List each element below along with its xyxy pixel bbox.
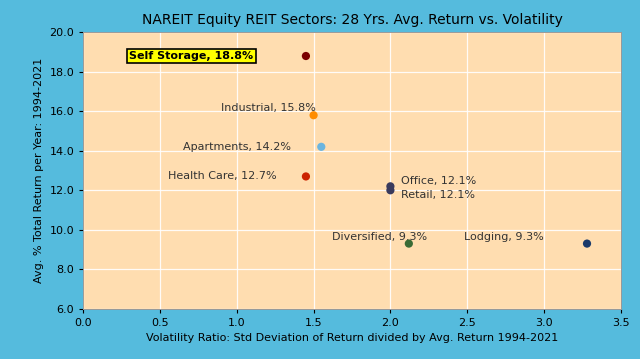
Text: Health Care, 12.7%: Health Care, 12.7% <box>168 172 276 181</box>
X-axis label: Volatility Ratio: Std Deviation of Return divided by Avg. Return 1994-2021: Volatility Ratio: Std Deviation of Retur… <box>146 333 558 343</box>
Y-axis label: Avg. % Total Return per Year: 1994-2021: Avg. % Total Return per Year: 1994-2021 <box>34 58 44 283</box>
Point <box>316 144 326 150</box>
Point <box>582 241 592 246</box>
Text: Lodging, 9.3%: Lodging, 9.3% <box>464 232 544 242</box>
Point <box>404 241 414 246</box>
Point <box>308 112 319 118</box>
Text: Diversified, 9.3%: Diversified, 9.3% <box>332 232 427 242</box>
Point <box>385 183 396 189</box>
Text: Apartments, 14.2%: Apartments, 14.2% <box>183 142 291 152</box>
Title: NAREIT Equity REIT Sectors: 28 Yrs. Avg. Return vs. Volatility: NAREIT Equity REIT Sectors: 28 Yrs. Avg.… <box>141 13 563 27</box>
Text: Office, 12.1%: Office, 12.1% <box>401 176 476 186</box>
Point <box>385 187 396 193</box>
Text: Industrial, 15.8%: Industrial, 15.8% <box>221 103 316 113</box>
Point <box>301 173 311 179</box>
Point <box>301 53 311 59</box>
Text: Retail, 12.1%: Retail, 12.1% <box>401 190 475 200</box>
Text: Self Storage, 18.8%: Self Storage, 18.8% <box>129 51 253 61</box>
